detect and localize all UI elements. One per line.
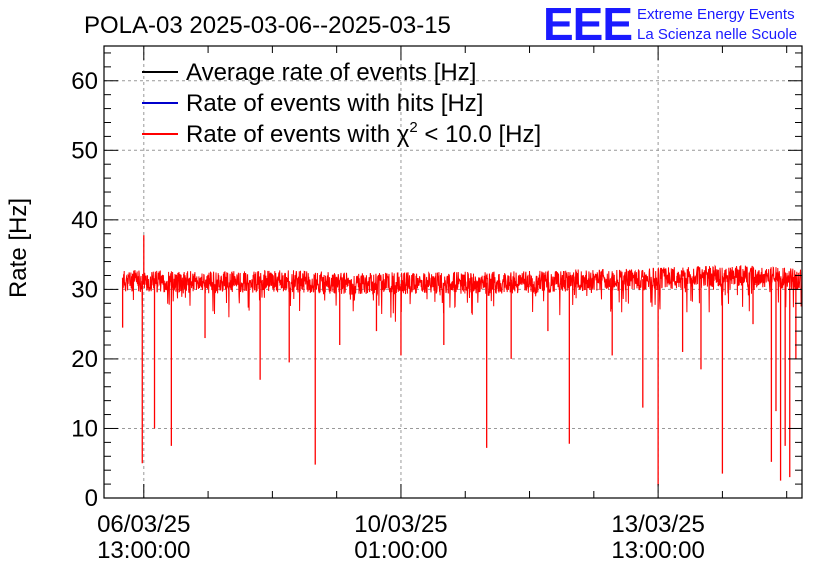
x-axis: 06/03/2513:00:0010/03/2501:00:0013/03/25…	[97, 46, 788, 564]
x-tick-time-label: 13:00:00	[97, 537, 190, 564]
legend-label-suffix: < 10.0 [Hz]	[418, 121, 541, 148]
x-tick-date-label: 10/03/25	[354, 511, 447, 538]
y-tick-label: 10	[71, 415, 98, 442]
plot-area	[121, 235, 803, 486]
plot-frame	[103, 45, 803, 499]
logo-mark: EEE	[543, 0, 632, 50]
series-line-chi2	[121, 264, 803, 322]
legend-label-symbol: χ	[397, 121, 410, 148]
y-axis-label: Rate [Hz]	[5, 198, 32, 298]
x-tick-time-label: 01:00:00	[354, 537, 447, 564]
logo-line-2: La Scienza nelle Scuole	[637, 26, 797, 43]
legend-entry: Average rate of events [Hz]	[142, 59, 476, 86]
chart-title: POLA-03 2025-03-06--2025-03-15	[84, 12, 451, 39]
logo: EEE Extreme Energy Events La Scienza nel…	[543, 0, 797, 50]
y-tick-label: 40	[71, 207, 98, 234]
y-tick-label: 50	[71, 137, 98, 164]
x-tick-date-label: 06/03/25	[97, 511, 190, 538]
x-tick-time-label: 13:00:00	[611, 537, 704, 564]
y-tick-label: 20	[71, 346, 98, 373]
y-tick-label: 30	[71, 276, 98, 303]
logo-line-1: Extreme Energy Events	[637, 6, 795, 23]
y-axis: 0 10 20 30 40 50 60	[71, 52, 802, 512]
legend-label: Rate of events with χ2 < 10.0 [Hz]	[186, 119, 541, 148]
grid	[104, 46, 802, 498]
legend-entry: Rate of events with hits [Hz]	[142, 90, 483, 117]
legend-entry: Rate of events with χ2 < 10.0 [Hz]	[142, 119, 541, 148]
legend-label-prefix: Rate of events with	[186, 121, 397, 148]
legend-label-sup: 2	[409, 119, 417, 136]
legend-label: Average rate of events [Hz]	[186, 59, 476, 86]
y-tick-label: 0	[85, 485, 98, 512]
legend-label: Rate of events with hits [Hz]	[186, 90, 483, 117]
x-tick-date-label: 13/03/25	[611, 511, 704, 538]
y-tick-label: 60	[71, 68, 98, 95]
legend: Average rate of events [Hz] Rate of event…	[142, 59, 541, 148]
